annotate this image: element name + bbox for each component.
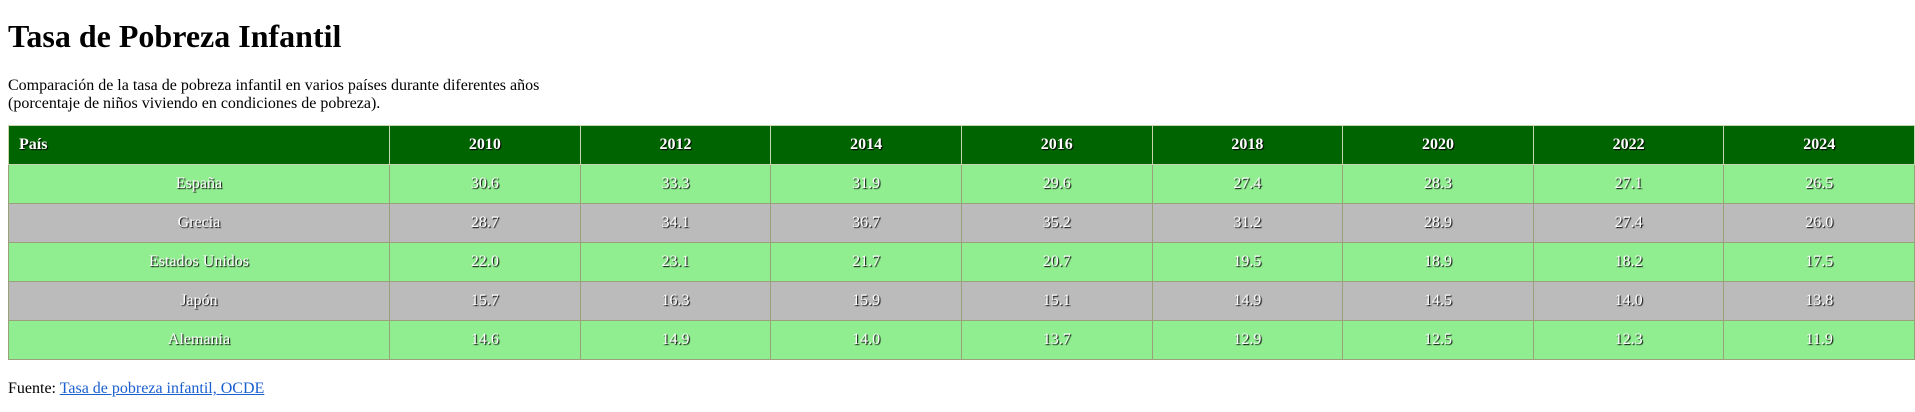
value-cell: 18.9: [1342, 242, 1534, 282]
value-cell: 16.3: [579, 281, 772, 321]
value-cell: 19.5: [1151, 242, 1344, 282]
value-cell: 14.6: [389, 320, 581, 360]
table-row: España 30.6 33.3 31.9 29.6 27.4 28.3 27.…: [8, 164, 1915, 204]
value-cell: 18.2: [1532, 242, 1725, 282]
country-cell: Grecia: [8, 203, 390, 243]
country-cell: Alemania: [8, 320, 390, 360]
column-header-country: País: [8, 125, 390, 165]
value-cell: 12.3: [1532, 320, 1725, 360]
poverty-table: País 2010 2012 2014 2016 2018 2020 2022 …: [8, 125, 1915, 360]
page-container: Tasa de Pobreza Infantil Comparación de …: [8, 18, 1915, 398]
source-prefix: Fuente:: [8, 380, 56, 397]
value-cell: 15.9: [770, 281, 962, 321]
table-row: Alemania 14.6 14.9 14.0 13.7 12.9 12.5 1…: [8, 320, 1915, 360]
value-cell: 33.3: [579, 164, 772, 204]
value-cell: 12.9: [1151, 320, 1344, 360]
value-cell: 28.3: [1342, 164, 1534, 204]
value-cell: 27.4: [1532, 203, 1725, 243]
value-cell: 29.6: [960, 164, 1153, 204]
value-cell: 15.1: [960, 281, 1153, 321]
column-header-2022: 2022: [1532, 125, 1725, 165]
value-cell: 35.2: [960, 203, 1153, 243]
column-header-2014: 2014: [770, 125, 962, 165]
column-header-2012: 2012: [579, 125, 772, 165]
column-header-2024: 2024: [1723, 125, 1915, 165]
source-link[interactable]: Tasa de pobreza infantil, OCDE: [59, 380, 265, 397]
value-cell: 27.4: [1151, 164, 1344, 204]
value-cell: 31.2: [1151, 203, 1344, 243]
column-header-2016: 2016: [960, 125, 1153, 165]
value-cell: 27.1: [1532, 164, 1725, 204]
value-cell: 14.9: [1151, 281, 1344, 321]
column-header-2018: 2018: [1151, 125, 1344, 165]
value-cell: 13.7: [960, 320, 1153, 360]
value-cell: 14.5: [1342, 281, 1534, 321]
table-row: Grecia 28.7 34.1 36.7 35.2 31.2 28.9 27.…: [8, 203, 1915, 243]
source-line: Fuente: Tasa de pobreza infantil, OCDE: [8, 380, 1907, 398]
value-cell: 14.9: [579, 320, 772, 360]
value-cell: 11.9: [1723, 320, 1915, 360]
value-cell: 28.9: [1342, 203, 1534, 243]
column-header-2020: 2020: [1342, 125, 1534, 165]
table-body: España 30.6 33.3 31.9 29.6 27.4 28.3 27.…: [8, 164, 1915, 360]
country-cell: Japón: [8, 281, 390, 321]
page-subtitle: Comparación de la tasa de pobreza infant…: [8, 77, 540, 112]
table-row: Japón 15.7 16.3 15.9 15.1 14.9 14.5 14.0…: [8, 281, 1915, 321]
header-row: País 2010 2012 2014 2016 2018 2020 2022 …: [8, 125, 1915, 165]
value-cell: 34.1: [579, 203, 772, 243]
page-title: Tasa de Pobreza Infantil: [8, 18, 342, 54]
value-cell: 26.5: [1723, 164, 1915, 204]
value-cell: 21.7: [770, 242, 962, 282]
value-cell: 31.9: [770, 164, 962, 204]
value-cell: 17.5: [1723, 242, 1915, 282]
country-cell: Estados Unidos: [8, 242, 390, 282]
value-cell: 22.0: [389, 242, 581, 282]
value-cell: 23.1: [579, 242, 772, 282]
value-cell: 20.7: [960, 242, 1153, 282]
value-cell: 36.7: [770, 203, 962, 243]
value-cell: 26.0: [1723, 203, 1915, 243]
value-cell: 14.0: [1532, 281, 1725, 321]
value-cell: 13.8: [1723, 281, 1915, 321]
table-header: País 2010 2012 2014 2016 2018 2020 2022 …: [8, 125, 1915, 165]
table-row: Estados Unidos 22.0 23.1 21.7 20.7 19.5 …: [8, 242, 1915, 282]
value-cell: 28.7: [389, 203, 581, 243]
value-cell: 15.7: [389, 281, 581, 321]
value-cell: 14.0: [770, 320, 962, 360]
column-header-2010: 2010: [389, 125, 581, 165]
country-cell: España: [8, 164, 390, 204]
value-cell: 30.6: [389, 164, 581, 204]
value-cell: 12.5: [1342, 320, 1534, 360]
